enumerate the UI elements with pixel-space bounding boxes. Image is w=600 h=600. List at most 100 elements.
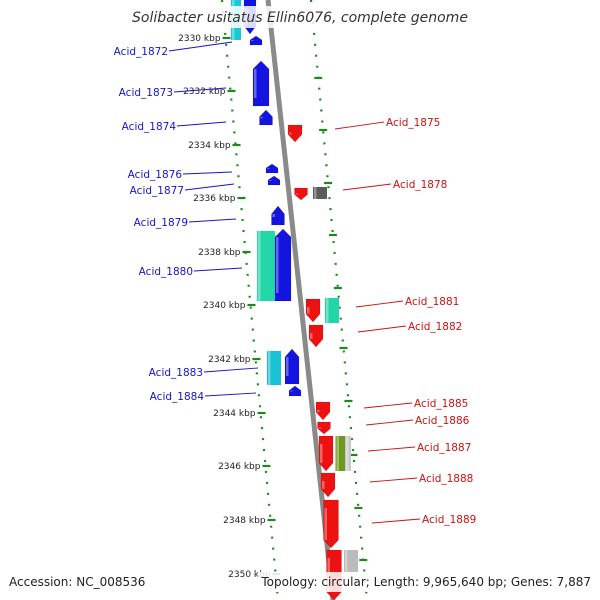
tick-label: 2346 kbp [218, 462, 261, 472]
gene-block[interactable] [344, 550, 358, 572]
tick-label: 2344 kbp [213, 409, 256, 419]
gene-block[interactable] [335, 436, 347, 471]
gene-highlight [336, 436, 339, 471]
gene-label-right[interactable]: Acid_1887 [417, 442, 471, 454]
leader-line [168, 41, 233, 52]
gene-arrow[interactable] [318, 435, 334, 472]
leader-line [371, 518, 421, 524]
gene-arrow[interactable] [267, 175, 281, 186]
gene-highlight [345, 550, 348, 572]
gene-arrow[interactable] [288, 385, 302, 397]
leader-line [203, 367, 259, 373]
gene-arrow[interactable] [265, 163, 279, 174]
label-layer: Acid_1872 Acid_1873 Acid_1874 Acid_1876 Acid… [114, 41, 476, 526]
gene-highlight [322, 481, 325, 489]
leader-line [193, 267, 243, 272]
gene-label-left[interactable]: Acid_1877 [130, 185, 184, 197]
gene-arrow[interactable] [320, 472, 336, 498]
gene-block[interactable] [267, 351, 281, 385]
gene-label-left[interactable]: Acid_1872 [114, 46, 168, 58]
accession-text: Accession: NC_008536 [9, 575, 145, 589]
gene-highlight [324, 508, 327, 540]
footer-left-background [6, 572, 156, 592]
gene-highlight [268, 351, 271, 385]
tick-label: 2334 kbp [188, 141, 231, 151]
gene-arrow[interactable] [323, 499, 339, 549]
leader-line [334, 121, 385, 130]
left-guide-outer [220, 0, 280, 600]
gene-label-right[interactable]: Acid_1889 [422, 514, 476, 526]
gene-arrow[interactable] [287, 124, 303, 143]
gene-highlight [289, 132, 292, 135]
tick-label: 2338 kbp [198, 248, 241, 258]
tick-label: 2340 kbp [203, 301, 246, 311]
tick-label: 2348 kbp [223, 516, 266, 526]
gene-label-right[interactable]: Acid_1888 [419, 473, 473, 485]
gene-label-right[interactable]: Acid_1886 [415, 415, 470, 427]
gene-arrow[interactable] [284, 348, 300, 385]
gene-label-left[interactable]: Acid_1873 [119, 87, 173, 99]
gene-arrow[interactable] [259, 109, 273, 126]
gene-label-left[interactable]: Acid_1883 [149, 367, 203, 379]
tick-label: 2350 kbp [228, 570, 271, 580]
leader-line [204, 392, 257, 397]
gene-arrow[interactable] [305, 298, 321, 323]
gene-label-left[interactable]: Acid_1884 [150, 391, 205, 403]
gene-label-left[interactable]: Acid_1874 [122, 121, 177, 133]
gene-highlight [310, 333, 313, 339]
tick-label: 2332 kbp [183, 87, 226, 97]
gene-highlight [260, 116, 263, 119]
gene-label-right[interactable]: Acid_1878 [393, 179, 447, 191]
tick-label: 2336 kbp [193, 194, 236, 204]
gene-block[interactable] [313, 187, 327, 199]
gene-highlight [251, 40, 254, 41]
gene-arrow[interactable] [271, 205, 285, 226]
gene-highlight [346, 436, 349, 471]
leader-line [367, 446, 416, 452]
gene-highlight [254, 69, 257, 98]
gene-arrow[interactable] [294, 187, 308, 201]
map-title: Solibacter usitatus Ellin6076, complete … [132, 10, 468, 26]
gene-highlight [307, 307, 310, 314]
leader-line [355, 300, 404, 308]
leader-line [188, 218, 237, 223]
gene-highlight [286, 357, 289, 376]
leader-line [184, 183, 235, 191]
gene-highlight [269, 180, 272, 181]
gene-arrow[interactable] [315, 401, 331, 421]
tick-layer: 2330 kbp 2332 kbp 2334 kbp 2336 kbp 2338 kbp… [178, 34, 368, 580]
gene-block[interactable] [257, 231, 275, 301]
gene-highlight [258, 231, 261, 301]
genome-backbone [265, 0, 336, 600]
gene-highlight [314, 187, 317, 199]
gene-arrow[interactable] [308, 324, 324, 348]
gene-label-right[interactable]: Acid_1881 [405, 296, 459, 308]
tick-label: 2330 kbp [178, 34, 221, 44]
gene-arrow[interactable] [252, 60, 270, 107]
gene-arrow[interactable] [317, 421, 331, 435]
gene-label-right[interactable]: Acid_1882 [408, 321, 462, 333]
tick-label: 2342 kbp [208, 355, 251, 365]
gene-arrow[interactable] [274, 228, 292, 302]
gene-label-right[interactable]: Acid_1885 [414, 398, 468, 410]
leader-line [182, 171, 233, 175]
leader-line [342, 183, 392, 191]
gene-highlight [290, 390, 293, 392]
gene-highlight [318, 427, 321, 429]
right-guide-outer [309, 0, 369, 600]
gene-layer [231, 0, 358, 600]
gene-label-right[interactable]: Acid_1875 [386, 117, 440, 129]
gene-label-left[interactable]: Acid_1879 [134, 217, 188, 229]
gene-highlight [326, 298, 329, 323]
gene-highlight [272, 214, 275, 217]
gene-block[interactable] [345, 436, 351, 471]
gene-block[interactable] [325, 298, 339, 323]
gene-label-left[interactable]: Acid_1880 [139, 266, 193, 278]
leader-line [363, 402, 413, 409]
gene-label-left[interactable]: Acid_1876 [128, 169, 183, 181]
leader-line [173, 87, 227, 93]
leader-line [365, 419, 414, 426]
leader-line [176, 121, 227, 127]
gene-arrow[interactable] [249, 35, 263, 46]
